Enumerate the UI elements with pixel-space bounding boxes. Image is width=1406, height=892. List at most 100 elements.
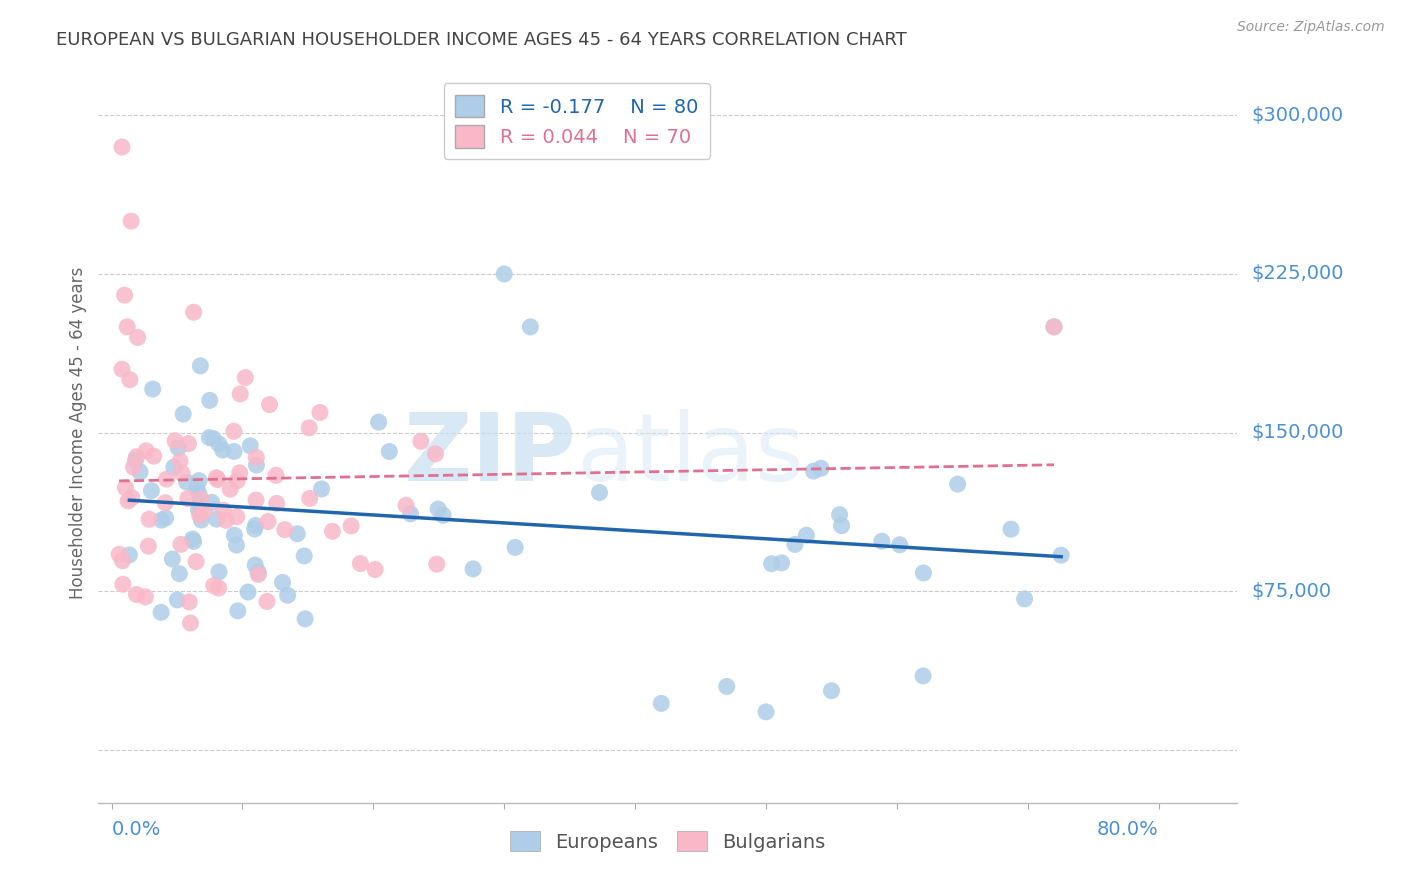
Point xyxy=(190,359,212,373)
Point xyxy=(503,541,526,555)
Point xyxy=(588,485,610,500)
Point xyxy=(155,472,177,486)
Point xyxy=(187,502,209,516)
Point xyxy=(309,405,332,419)
Point xyxy=(463,562,485,576)
Point xyxy=(340,519,363,533)
Point xyxy=(202,432,225,446)
Point xyxy=(321,524,343,539)
Point xyxy=(349,557,371,571)
Point xyxy=(226,604,249,618)
Point xyxy=(163,460,186,475)
Point xyxy=(294,612,316,626)
Point xyxy=(202,579,225,593)
Point xyxy=(770,556,793,570)
Point xyxy=(1043,319,1066,334)
Point xyxy=(108,547,131,561)
Point xyxy=(205,512,228,526)
Point xyxy=(193,504,215,518)
Point xyxy=(222,444,245,458)
Point xyxy=(783,537,806,551)
Point xyxy=(810,461,832,475)
Text: $150,000: $150,000 xyxy=(1251,423,1344,442)
Point xyxy=(245,458,267,472)
Point xyxy=(803,464,825,478)
Point xyxy=(170,537,193,551)
Point xyxy=(274,523,297,537)
Point xyxy=(165,434,187,448)
Point xyxy=(155,511,177,525)
Point xyxy=(208,437,231,451)
Point xyxy=(820,683,842,698)
Point xyxy=(761,557,783,571)
Point xyxy=(236,585,259,599)
Point xyxy=(229,387,252,401)
Point xyxy=(183,534,205,549)
Point xyxy=(912,566,935,580)
Point xyxy=(142,449,165,463)
Point xyxy=(111,577,134,591)
Point xyxy=(1000,522,1022,536)
Point xyxy=(266,496,288,510)
Point xyxy=(298,421,321,435)
Point xyxy=(208,565,231,579)
Point xyxy=(828,508,851,522)
Point xyxy=(650,697,672,711)
Point xyxy=(399,507,422,521)
Point xyxy=(225,538,247,552)
Point xyxy=(142,382,165,396)
Point xyxy=(225,509,247,524)
Point xyxy=(117,494,139,508)
Point xyxy=(201,495,224,509)
Point xyxy=(205,471,228,485)
Point xyxy=(141,483,163,498)
Point xyxy=(186,481,208,495)
Point xyxy=(181,532,204,546)
Point xyxy=(111,140,134,154)
Point xyxy=(519,319,541,334)
Point xyxy=(118,373,141,387)
Point xyxy=(285,526,308,541)
Point xyxy=(198,393,221,408)
Point xyxy=(188,508,211,523)
Point xyxy=(222,424,245,438)
Point xyxy=(239,439,262,453)
Point xyxy=(111,362,134,376)
Point xyxy=(169,454,191,468)
Text: ZIP: ZIP xyxy=(404,409,576,500)
Point xyxy=(912,669,935,683)
Point xyxy=(166,592,188,607)
Point xyxy=(167,441,190,455)
Point xyxy=(271,575,294,590)
Point xyxy=(172,467,194,481)
Text: EUROPEAN VS BULGARIAN HOUSEHOLDER INCOME AGES 45 - 64 YEARS CORRELATION CHART: EUROPEAN VS BULGARIAN HOUSEHOLDER INCOME… xyxy=(56,31,907,49)
Point xyxy=(395,498,418,512)
Point xyxy=(134,590,156,604)
Point xyxy=(111,554,134,568)
Point xyxy=(121,491,143,505)
Text: $225,000: $225,000 xyxy=(1251,264,1344,284)
Point xyxy=(259,397,281,411)
Text: Source: ZipAtlas.com: Source: ZipAtlas.com xyxy=(1237,20,1385,34)
Legend: Europeans, Bulgarians: Europeans, Bulgarians xyxy=(502,823,834,860)
Point xyxy=(208,581,231,595)
Point xyxy=(150,606,173,620)
Point xyxy=(494,267,516,281)
Point xyxy=(364,562,387,576)
Point xyxy=(277,588,299,602)
Point xyxy=(1043,319,1066,334)
Point xyxy=(162,552,184,566)
Point xyxy=(198,431,221,445)
Point xyxy=(716,680,738,694)
Point xyxy=(245,493,267,508)
Point xyxy=(125,450,148,464)
Point xyxy=(247,565,270,579)
Point xyxy=(114,288,136,302)
Point xyxy=(190,513,212,527)
Point xyxy=(212,503,235,517)
Point xyxy=(378,444,401,458)
Text: $300,000: $300,000 xyxy=(1251,106,1343,125)
Text: $75,000: $75,000 xyxy=(1251,582,1331,601)
Point xyxy=(118,548,141,562)
Point xyxy=(186,555,208,569)
